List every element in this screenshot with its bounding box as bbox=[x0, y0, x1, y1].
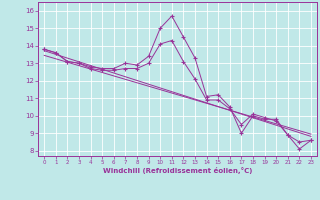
X-axis label: Windchill (Refroidissement éolien,°C): Windchill (Refroidissement éolien,°C) bbox=[103, 167, 252, 174]
